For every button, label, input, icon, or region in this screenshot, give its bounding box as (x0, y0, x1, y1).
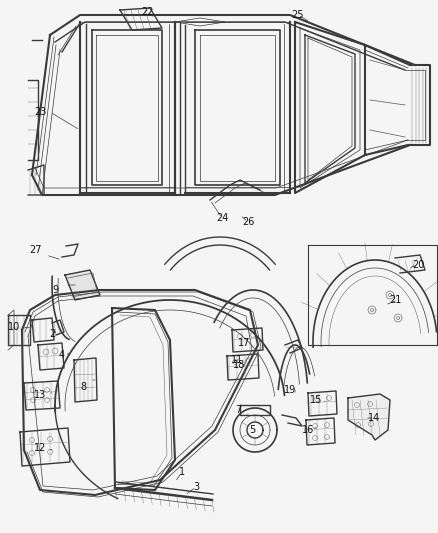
Text: 17: 17 (238, 338, 250, 348)
Text: 1: 1 (179, 467, 185, 477)
Text: 27: 27 (30, 245, 42, 255)
Text: 7: 7 (235, 405, 241, 415)
Text: 13: 13 (34, 390, 46, 400)
Text: 18: 18 (233, 360, 245, 370)
Text: 23: 23 (34, 107, 46, 117)
Text: 16: 16 (302, 425, 314, 435)
Text: 19: 19 (284, 385, 296, 395)
Text: 3: 3 (193, 482, 199, 492)
Text: 22: 22 (142, 7, 154, 17)
Text: 10: 10 (8, 322, 20, 332)
Text: 25: 25 (292, 10, 304, 20)
Polygon shape (348, 394, 390, 440)
Text: 21: 21 (389, 295, 401, 305)
Text: 12: 12 (34, 443, 46, 453)
Text: 11: 11 (231, 355, 243, 365)
Text: 8: 8 (80, 382, 86, 392)
Text: 24: 24 (216, 213, 228, 223)
Text: 14: 14 (368, 413, 380, 423)
Polygon shape (65, 270, 100, 300)
Text: 26: 26 (242, 217, 254, 227)
Text: 5: 5 (249, 425, 255, 435)
Text: 2: 2 (49, 329, 55, 339)
Text: 15: 15 (310, 395, 322, 405)
Text: 9: 9 (52, 285, 58, 295)
Text: 20: 20 (412, 260, 424, 270)
Text: 4: 4 (59, 350, 65, 360)
